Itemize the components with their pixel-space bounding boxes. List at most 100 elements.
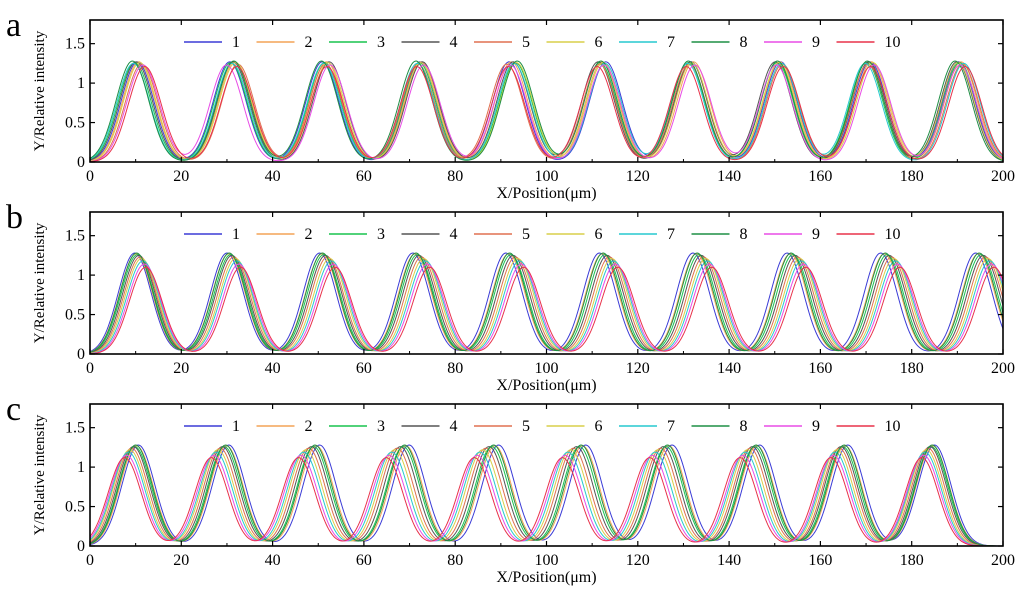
legend-label: 9 — [812, 418, 820, 435]
series-line-8 — [90, 444, 1003, 546]
x-tick-label: 40 — [265, 552, 281, 569]
y-tick-label: 1.5 — [65, 420, 85, 437]
series-line-7 — [90, 62, 1003, 161]
x-tick-label: 100 — [535, 168, 559, 185]
legend-item: 7 — [619, 34, 675, 51]
y-tick-label: 0.5 — [65, 499, 85, 516]
legend-label: 6 — [595, 418, 603, 435]
series-line-9 — [90, 64, 1003, 162]
legend-label: 7 — [667, 34, 675, 51]
legend-item: 4 — [401, 226, 458, 243]
x-tick-label: 160 — [808, 168, 832, 185]
x-tick-label: 0 — [86, 552, 94, 569]
series-line-8 — [90, 60, 1003, 162]
legend-item: 5 — [474, 418, 530, 435]
legend-label: 10 — [885, 418, 901, 435]
legend-item: 1 — [184, 226, 240, 243]
chart-panel-c: c 0 20 40 60 80 100 120 140 160 180 200 0 0.5 1 1.5 X/Po… — [6, 391, 1015, 586]
y-tick-label: 1 — [77, 267, 85, 284]
legend-item: 1 — [184, 34, 240, 51]
series-line-5 — [90, 256, 1003, 354]
x-tick-label: 140 — [717, 552, 741, 569]
series-group — [90, 252, 1003, 354]
x-tick-label: 160 — [808, 552, 832, 569]
legend-item: 6 — [546, 418, 603, 435]
x-tick-label: 180 — [900, 552, 924, 569]
x-tick-label: 120 — [626, 168, 650, 185]
legend-label: 10 — [885, 226, 901, 243]
y-tick-label: 0 — [77, 538, 85, 555]
y-axis-label: Y/Relative intensity — [32, 222, 48, 343]
legend-item: 1 — [184, 418, 240, 435]
x-tick-label: 100 — [535, 360, 559, 377]
x-tick-label: 160 — [808, 360, 832, 377]
chart-panel-b: b 0 20 40 60 80 100 120 140 160 180 200 0 0.5 1 1.5 X/Po… — [6, 199, 1015, 394]
legend-label: 9 — [812, 226, 820, 243]
series-line-4 — [90, 446, 1003, 546]
legend-label: 7 — [667, 226, 675, 243]
x-tick-label: 200 — [991, 360, 1015, 377]
series-line-4 — [90, 254, 1003, 354]
legend-item: 2 — [256, 34, 313, 51]
legend-item: 6 — [546, 34, 603, 51]
legend: 1 2 3 4 5 6 7 8 9 10 — [184, 34, 901, 51]
x-tick-label: 60 — [356, 552, 372, 569]
legend-item: 9 — [764, 418, 820, 435]
series-line-1 — [90, 444, 1003, 546]
series-line-10 — [90, 66, 1003, 162]
series-line-1 — [90, 252, 1003, 352]
x-tick-label: 200 — [991, 168, 1015, 185]
x-tick-label: 40 — [265, 360, 281, 377]
series-line-2 — [90, 253, 1003, 353]
legend-label: 1 — [232, 418, 240, 435]
x-tick-label: 0 — [86, 168, 94, 185]
x-tick-label: 20 — [173, 552, 189, 569]
y-tick-label: 0.5 — [65, 115, 85, 132]
y-tick-label: 1 — [77, 75, 85, 92]
legend-label: 4 — [450, 34, 458, 51]
x-axis-label: X/Position(μm) — [496, 569, 596, 586]
y-tick-label: 0 — [77, 154, 85, 171]
legend-label: 3 — [377, 226, 385, 243]
legend-label: 5 — [522, 418, 530, 435]
legend-item: 10 — [836, 226, 901, 243]
legend-item: 9 — [764, 226, 820, 243]
legend-label: 6 — [595, 34, 603, 51]
series-line-3 — [90, 446, 1003, 546]
x-tick-label: 80 — [447, 168, 463, 185]
y-tick-label: 1.5 — [65, 36, 85, 53]
legend-item: 3 — [329, 418, 385, 435]
x-tick-label: 180 — [900, 168, 924, 185]
legend-item: 4 — [401, 34, 458, 51]
y-tick-label: 0 — [77, 346, 85, 363]
legend-item: 9 — [764, 34, 820, 51]
legend-label: 3 — [377, 418, 385, 435]
legend-item: 8 — [691, 34, 748, 51]
x-tick-label: 100 — [535, 552, 559, 569]
legend-item: 3 — [329, 34, 385, 51]
x-tick-label: 20 — [173, 168, 189, 185]
x-tick-label: 120 — [626, 552, 650, 569]
x-tick-label: 200 — [991, 552, 1015, 569]
x-tick-label: 80 — [447, 360, 463, 377]
legend-label: 2 — [305, 34, 313, 51]
legend-label: 4 — [450, 418, 458, 435]
x-axis-label: X/Position(μm) — [496, 185, 596, 202]
legend-label: 8 — [740, 418, 748, 435]
series-line-7 — [90, 451, 1003, 546]
legend-label: 1 — [232, 34, 240, 51]
x-tick-label: 120 — [626, 360, 650, 377]
panel-label: b — [6, 199, 23, 236]
x-tick-label: 80 — [447, 552, 463, 569]
legend-item: 5 — [474, 226, 530, 243]
series-line-6 — [90, 449, 1003, 546]
y-axis-label: Y/Relative intensity — [32, 30, 48, 151]
series-line-10 — [90, 457, 1003, 546]
legend-item: 10 — [836, 34, 901, 51]
legend-item: 6 — [546, 226, 603, 243]
legend-item: 10 — [836, 418, 901, 435]
legend-label: 2 — [305, 226, 313, 243]
legend-item: 2 — [256, 226, 313, 243]
y-tick-label: 1.5 — [65, 228, 85, 245]
